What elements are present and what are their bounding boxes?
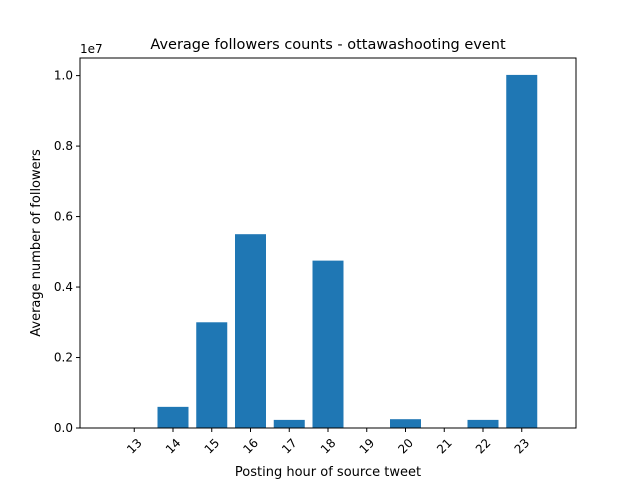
bar-22 xyxy=(467,419,499,428)
x-tick-label: 13 xyxy=(124,436,145,457)
bar-15 xyxy=(196,322,228,428)
x-ticks-group: 13 14 15 16 17 18 19 20 21 22 23 xyxy=(124,428,532,457)
y-axis-offset-label: 1e7 xyxy=(80,42,103,56)
bar-17 xyxy=(273,419,305,428)
plot-frame xyxy=(79,57,577,429)
bar-18 xyxy=(312,260,344,428)
x-tick-label: 17 xyxy=(279,436,300,457)
x-tick-label: 18 xyxy=(318,436,339,457)
y-tick-label: 0.0 xyxy=(54,421,73,435)
x-axis-label: Posting hour of source tweet xyxy=(235,465,421,480)
x-tick-label: 23 xyxy=(512,436,533,457)
x-tick-label: 22 xyxy=(473,436,494,457)
bar-23 xyxy=(506,74,538,429)
y-axis-label: Average number of followers xyxy=(29,149,44,337)
y-ticks-group: 0.0 0.2 0.4 0.6 0.8 1.0 xyxy=(54,69,80,435)
y-tick-label: 0.6 xyxy=(54,210,73,224)
x-tick-label: 19 xyxy=(357,436,378,457)
x-tick-label: 21 xyxy=(434,436,455,457)
y-tick-label: 0.4 xyxy=(54,280,73,294)
x-tick-label: 14 xyxy=(163,436,184,457)
y-tick-label: 0.2 xyxy=(54,351,73,365)
y-tick-label: 0.8 xyxy=(54,139,73,153)
x-tick-label: 16 xyxy=(240,436,261,457)
bar-14 xyxy=(157,406,189,428)
y-tick-label: 1.0 xyxy=(54,69,73,83)
x-tick-label: 15 xyxy=(202,436,223,457)
bar-16 xyxy=(235,234,266,428)
x-tick-label: 20 xyxy=(395,436,416,457)
bars-group xyxy=(157,74,538,429)
chart-title: Average followers counts - ottawashootin… xyxy=(150,37,506,53)
bar-20 xyxy=(390,419,421,428)
